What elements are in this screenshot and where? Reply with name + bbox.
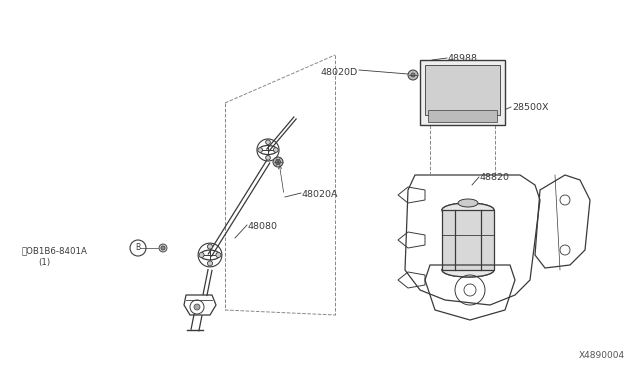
- Circle shape: [216, 253, 221, 257]
- Text: 48020D: 48020D: [321, 68, 358, 77]
- Text: 48820: 48820: [480, 173, 510, 182]
- Text: 48080: 48080: [248, 222, 278, 231]
- Circle shape: [207, 261, 212, 266]
- Polygon shape: [442, 210, 494, 270]
- Circle shape: [408, 70, 418, 80]
- Text: 28500X: 28500X: [512, 103, 548, 112]
- Circle shape: [159, 244, 167, 252]
- Text: X4890004: X4890004: [579, 351, 625, 360]
- Bar: [420, 60, 505, 125]
- Text: ⒷOB1B6-8401A: ⒷOB1B6-8401A: [22, 246, 88, 255]
- Circle shape: [273, 157, 283, 167]
- Bar: [428, 110, 497, 122]
- Text: B: B: [136, 244, 141, 253]
- Ellipse shape: [458, 199, 478, 207]
- Ellipse shape: [442, 263, 494, 277]
- Circle shape: [275, 160, 280, 164]
- Text: 48020A: 48020A: [302, 190, 339, 199]
- Ellipse shape: [442, 203, 494, 217]
- Circle shape: [266, 140, 270, 145]
- Circle shape: [207, 244, 212, 249]
- Text: 48988: 48988: [448, 54, 478, 63]
- Circle shape: [194, 304, 200, 310]
- Circle shape: [161, 246, 165, 250]
- Circle shape: [199, 253, 204, 257]
- Circle shape: [273, 148, 278, 153]
- Circle shape: [266, 155, 270, 160]
- Circle shape: [411, 73, 415, 77]
- Circle shape: [258, 148, 262, 153]
- Bar: [425, 65, 500, 115]
- Text: (1): (1): [38, 258, 50, 267]
